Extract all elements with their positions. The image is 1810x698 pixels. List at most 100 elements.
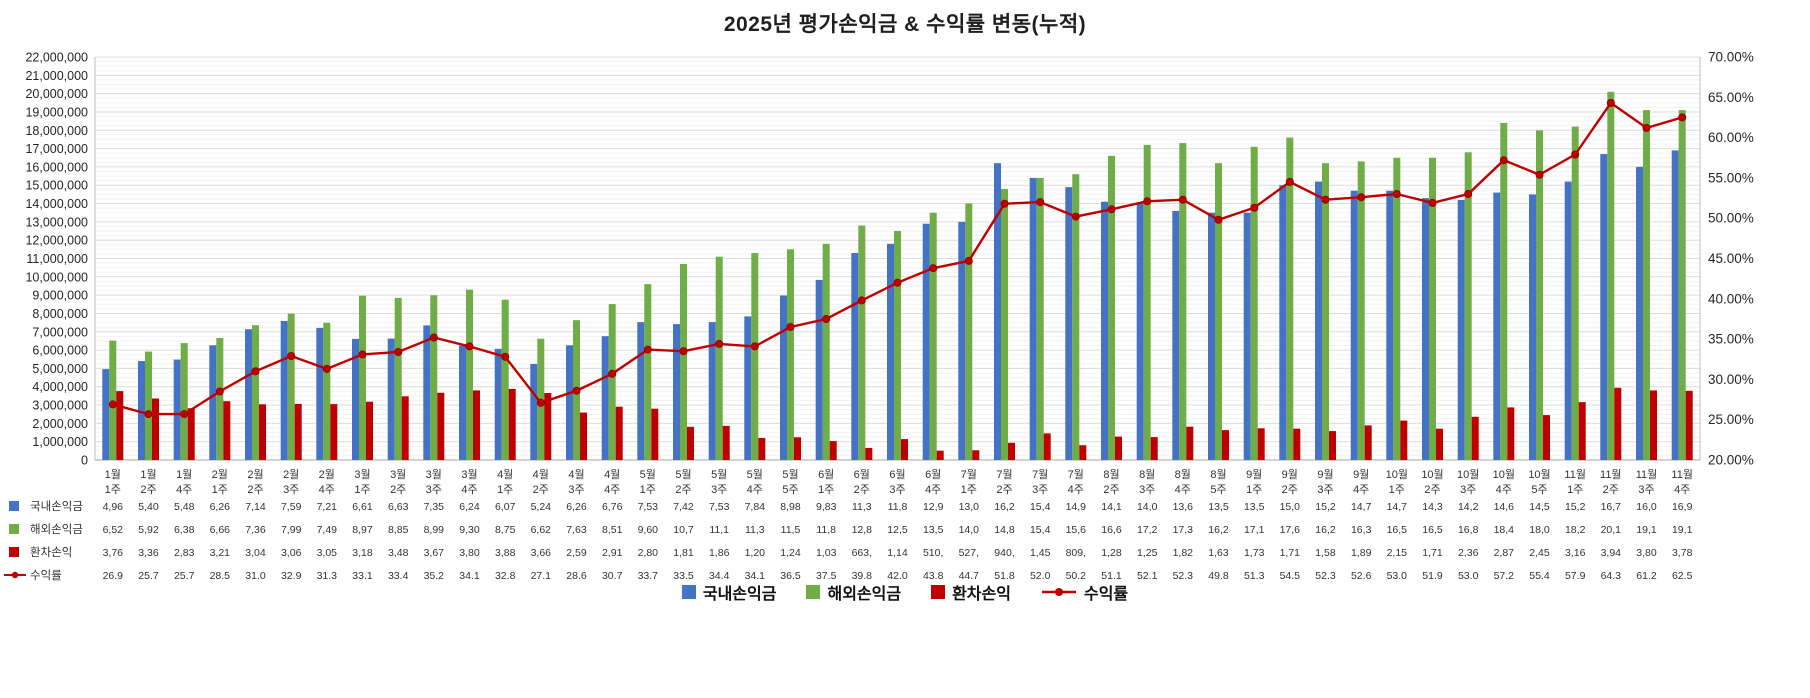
table-cell: 16,2 bbox=[994, 501, 1015, 513]
table-cell: 11,1 bbox=[709, 524, 729, 536]
bar bbox=[102, 369, 110, 460]
table-cell: 35.2 bbox=[424, 570, 445, 582]
bar bbox=[1436, 428, 1443, 460]
x-label-month: 5월 bbox=[640, 468, 656, 481]
bar bbox=[994, 163, 1001, 460]
bar bbox=[1072, 174, 1080, 460]
line-marker bbox=[215, 387, 224, 396]
table-cell: 15,4 bbox=[1030, 501, 1051, 513]
line-marker bbox=[465, 342, 474, 351]
bar bbox=[145, 351, 152, 460]
bar bbox=[508, 388, 516, 460]
bar bbox=[1393, 157, 1401, 461]
left-tick-label: 6,000,000 bbox=[32, 344, 88, 358]
x-label-week: 2주 bbox=[1424, 484, 1440, 496]
table-cell: 7,63 bbox=[566, 524, 587, 536]
bar bbox=[1400, 420, 1408, 460]
right-tick-label: 60.00% bbox=[1708, 130, 1754, 145]
bar bbox=[459, 345, 466, 460]
bar bbox=[651, 408, 659, 460]
left-tick-label: 2,000,000 bbox=[32, 417, 88, 431]
table-cell: 14,8 bbox=[994, 524, 1015, 536]
table-cell: 16,5 bbox=[1422, 524, 1443, 536]
table-cell: 51.9 bbox=[1422, 570, 1443, 582]
table-cell: 33.1 bbox=[352, 570, 373, 582]
bar bbox=[430, 295, 438, 460]
line-marker bbox=[1321, 195, 1330, 204]
x-label-week: 2주 bbox=[854, 484, 870, 496]
x-label-month: 8월 bbox=[1139, 468, 1155, 481]
x-label-week: 3주 bbox=[889, 484, 905, 496]
table-cell: 51.8 bbox=[994, 570, 1015, 582]
x-label-week: 3주 bbox=[568, 484, 584, 496]
legend-swatch-domestic bbox=[681, 585, 696, 599]
bar bbox=[223, 401, 231, 460]
bar bbox=[294, 403, 302, 460]
x-label-month: 6월 bbox=[925, 468, 941, 481]
table-cell: 13,5 bbox=[1244, 501, 1265, 513]
table-cell: 1,25 bbox=[1137, 547, 1158, 559]
table-cell: 4,96 bbox=[103, 501, 124, 513]
line-marker bbox=[287, 351, 296, 360]
x-label-month: 3월 bbox=[461, 468, 477, 481]
bar bbox=[1578, 402, 1586, 460]
x-label-month: 9월 bbox=[1282, 468, 1298, 481]
table-cell: 14,1 bbox=[1101, 501, 1122, 513]
x-label-week: 3주 bbox=[1317, 484, 1333, 496]
bar bbox=[751, 253, 759, 460]
bar bbox=[394, 297, 402, 460]
table-cell: 14,0 bbox=[959, 524, 980, 536]
right-tick-label: 50.00% bbox=[1708, 211, 1754, 226]
bar bbox=[1457, 199, 1465, 460]
x-label-week: 1주 bbox=[818, 484, 834, 496]
bar bbox=[109, 340, 117, 460]
table-cell: 27.1 bbox=[531, 570, 552, 582]
table-cell: 7,35 bbox=[424, 501, 445, 513]
bar bbox=[209, 345, 217, 460]
bar bbox=[252, 325, 259, 460]
x-label-week: 3주 bbox=[1638, 484, 1654, 496]
x-label-month: 2월 bbox=[212, 468, 228, 481]
table-cell: 12,9 bbox=[923, 501, 944, 513]
bar bbox=[173, 359, 181, 460]
bar bbox=[829, 441, 837, 460]
table-cell: 3,94 bbox=[1601, 547, 1622, 559]
table-cell: 12,5 bbox=[887, 524, 908, 536]
table-cell: 64.3 bbox=[1601, 570, 1622, 582]
table-cell: 57.9 bbox=[1565, 570, 1586, 582]
x-label-week: 1주 bbox=[1246, 484, 1262, 496]
bar bbox=[708, 322, 716, 460]
table-cell: 14,5 bbox=[1529, 501, 1550, 513]
table-cell: 16,7 bbox=[1601, 501, 1622, 513]
table-cell: 13,5 bbox=[1208, 501, 1229, 513]
bar bbox=[1607, 91, 1615, 461]
left-tick-label: 15,000,000 bbox=[25, 179, 88, 193]
table-cell: 52.6 bbox=[1351, 570, 1372, 582]
table-cell: 31.0 bbox=[245, 570, 266, 582]
left-tick-label: 0 bbox=[81, 454, 88, 468]
bar bbox=[316, 327, 324, 460]
table-cell: 14,7 bbox=[1387, 501, 1408, 513]
table-cell: 8,85 bbox=[388, 524, 409, 536]
line-marker bbox=[1357, 193, 1366, 202]
line-marker bbox=[1071, 212, 1080, 221]
x-label-week: 4주 bbox=[1353, 484, 1369, 496]
bar bbox=[138, 361, 145, 460]
line-marker bbox=[1178, 195, 1187, 204]
table-cell: 1,82 bbox=[1173, 547, 1194, 559]
table-cell: 1,89 bbox=[1351, 547, 1372, 559]
x-label-month: 5월 bbox=[711, 468, 727, 481]
table-row-label: 환차손익 bbox=[30, 546, 72, 559]
line-marker bbox=[1535, 170, 1544, 179]
table-cell: 2,59 bbox=[566, 547, 587, 559]
bar bbox=[1386, 190, 1394, 460]
table-cell: 55.4 bbox=[1529, 570, 1550, 582]
right-tick-label: 30.00% bbox=[1708, 372, 1754, 387]
line-marker bbox=[180, 410, 189, 419]
x-label-week: 1주 bbox=[1389, 484, 1405, 496]
x-label-week: 2주 bbox=[1603, 484, 1619, 496]
x-label-month: 11월 bbox=[1600, 468, 1622, 481]
right-tick-label: 20.00% bbox=[1708, 453, 1754, 468]
bar bbox=[815, 279, 823, 460]
table-cell: 36.5 bbox=[780, 570, 801, 582]
